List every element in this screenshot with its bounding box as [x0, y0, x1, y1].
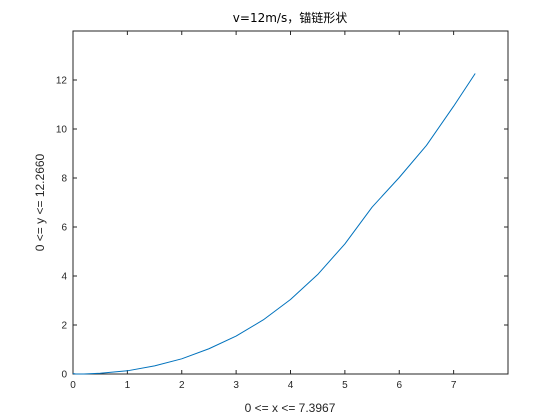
y-tick-label: 4 — [61, 272, 67, 283]
y-axis: 0 2 4 6 8 10 12 — [56, 76, 508, 381]
x-tick-label: 2 — [179, 380, 185, 391]
x-tick-label: 0 — [70, 380, 76, 391]
y-tick-label: 2 — [61, 321, 67, 332]
x-tick-label: 4 — [288, 380, 294, 391]
y-tick-label: 8 — [61, 174, 67, 185]
x-tick-label: 5 — [342, 380, 348, 391]
series-layer — [72, 73, 476, 375]
x-axis-title: 0 <= x <= 7.3967 — [245, 401, 336, 415]
y-tick-label: 0 — [61, 370, 67, 381]
plot-area — [72, 30, 509, 375]
x-tick-label: 3 — [233, 380, 239, 391]
chart-title: v=12m/s，锚链形状 — [233, 10, 347, 25]
x-tick-label: 6 — [396, 380, 402, 391]
x-axis: 0 1 2 3 4 5 6 7 — [70, 31, 457, 391]
y-tick-label: 6 — [61, 223, 67, 234]
series-line — [72, 73, 476, 375]
y-tick-label: 12 — [56, 76, 68, 87]
y-tick-label: 10 — [56, 125, 68, 136]
x-tick-label: 1 — [125, 380, 131, 391]
x-tick-label: 7 — [451, 380, 457, 391]
y-axis-title: 0 <= y <= 12.2660 — [33, 153, 47, 251]
